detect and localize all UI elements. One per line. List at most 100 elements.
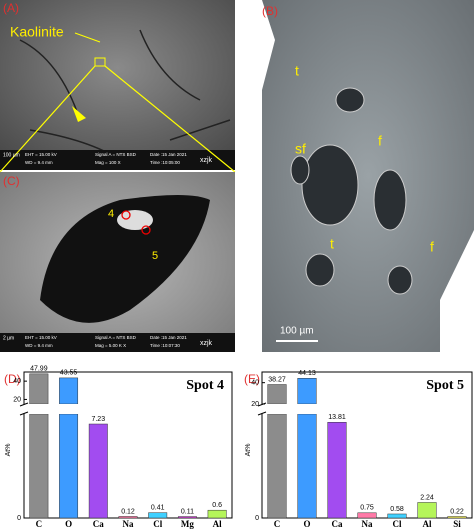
- value-label: 0.22: [450, 508, 464, 515]
- bar: [88, 423, 108, 519]
- y-tick-label: 40: [13, 378, 21, 385]
- axis-break: [20, 405, 28, 413]
- micrograph-a: [0, 0, 235, 170]
- sem-info: Time :10:07:30: [150, 343, 180, 348]
- bar: [387, 513, 407, 519]
- bar: [148, 512, 168, 519]
- chart-title: Spot 4: [186, 378, 224, 393]
- x-tick-label: Na: [362, 519, 373, 529]
- micrograph-c: [0, 172, 235, 352]
- scale-label: 100 µm: [3, 152, 20, 158]
- value-label: 0.58: [390, 506, 404, 513]
- y-tick-label: 20: [251, 401, 259, 408]
- y-axis-label: At%: [5, 444, 12, 457]
- bar: [177, 516, 197, 519]
- sem-info: WD = 9.4 mm: [25, 160, 53, 165]
- annotation: 5: [152, 250, 158, 262]
- y-axis-label: At%: [245, 444, 252, 457]
- sem-info: Mag = 100 X: [95, 160, 121, 165]
- value-label: 2.24: [420, 494, 434, 501]
- bar: [297, 413, 317, 519]
- value-label: 0.12: [121, 508, 135, 515]
- x-tick-label: Al: [423, 519, 432, 529]
- sem-info: EHT = 15.00 kV: [25, 152, 57, 157]
- bar: [207, 509, 227, 519]
- bar-break: [266, 404, 288, 414]
- annotation: t: [295, 63, 299, 79]
- bar-break: [58, 404, 79, 414]
- annotation: f: [430, 239, 434, 255]
- sem-info: Date :15 Jan 2021: [150, 152, 187, 157]
- value-label: 44.13: [298, 370, 316, 377]
- annotation: Kaolinite: [10, 24, 64, 40]
- panel-label: (A): [3, 1, 19, 15]
- logo: xzjk: [200, 157, 213, 164]
- y-tick-label: 40: [251, 380, 259, 387]
- value-label: 38.27: [268, 376, 286, 383]
- scale-label: 2 µm: [3, 335, 14, 341]
- value-label: 0.41: [151, 505, 165, 512]
- scale-label: 100 µm: [280, 326, 314, 337]
- x-tick-label: Mg: [181, 519, 194, 529]
- x-tick-label: Ca: [93, 519, 104, 529]
- x-tick-label: O: [303, 519, 310, 529]
- bar: [29, 413, 49, 519]
- y-tick-label: 0: [17, 515, 21, 522]
- value-label: 0.75: [360, 505, 374, 512]
- bar: [59, 413, 79, 519]
- x-tick-label: Al: [213, 519, 222, 529]
- sem-info: Signal A = NTS BSD: [95, 152, 137, 157]
- value-label: 0.6: [212, 502, 222, 509]
- x-tick-label: Cl: [153, 519, 162, 529]
- y-tick-label: 20: [13, 396, 21, 403]
- bar-break: [296, 404, 318, 414]
- sem-info: Date :15 Jan 2021: [150, 335, 187, 340]
- value-label: 43.55: [60, 370, 78, 377]
- logo: xzjk: [200, 340, 213, 347]
- plot-frame: [23, 371, 233, 519]
- sem-info: EHT = 15.00 kV: [25, 335, 57, 340]
- sem-info: Signal A = NTS BSD: [95, 335, 137, 340]
- annotation: 4: [108, 208, 114, 220]
- annotation: t: [330, 236, 334, 252]
- panel-label: (C): [3, 174, 20, 188]
- sem-info: Mag = 5.00 K X: [95, 343, 126, 348]
- bar: [297, 378, 317, 405]
- value-label: 47.99: [30, 366, 48, 373]
- bar: [267, 413, 287, 519]
- value-label: 7.23: [91, 416, 105, 423]
- plot-frame: [261, 371, 473, 519]
- value-label: 13.81: [328, 414, 346, 421]
- micrograph-b: [257, 0, 474, 352]
- sem-info: WD = 9.4 mm: [25, 343, 53, 348]
- bar: [59, 377, 79, 405]
- bar: [118, 516, 138, 519]
- x-tick-label: C: [274, 519, 281, 529]
- bar: [267, 384, 287, 405]
- axis-break: [258, 405, 266, 413]
- axis-break: [19, 402, 29, 407]
- x-tick-label: Ca: [332, 519, 343, 529]
- panel-label: (E): [244, 372, 260, 386]
- x-tick-label: O: [65, 519, 72, 529]
- x-tick-label: Cl: [393, 519, 402, 529]
- panel-label: (D): [4, 372, 21, 386]
- sem-info: Time :10:05:00: [150, 160, 180, 165]
- bar: [357, 512, 377, 519]
- y-tick-label: 0: [255, 515, 259, 522]
- bar: [327, 422, 347, 519]
- bar-break: [28, 404, 50, 414]
- axis-break: [19, 411, 29, 416]
- bar: [417, 502, 437, 519]
- x-tick-label: Si: [453, 519, 461, 529]
- value-label: 0.11: [181, 508, 194, 515]
- annotation: sf: [295, 141, 306, 157]
- x-tick-label: C: [36, 519, 43, 529]
- panel-label: (B): [262, 4, 278, 18]
- x-tick-label: Na: [123, 519, 134, 529]
- axis-break: [257, 411, 267, 416]
- annotation: f: [378, 133, 382, 149]
- bar: [447, 516, 467, 519]
